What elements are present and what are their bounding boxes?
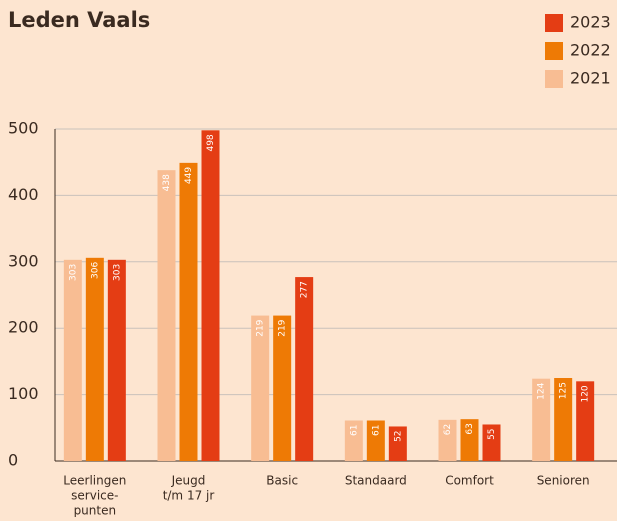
value-label: 449 [184,167,194,184]
value-label: 277 [300,281,310,298]
x-tick-label: punten [74,504,117,518]
y-tick-label: 500 [8,119,39,138]
value-label: 52 [393,430,403,441]
x-tick-label: Leerlingen [63,474,126,488]
value-label: 219 [278,319,288,336]
legend-swatch [545,70,563,88]
bar [251,315,270,461]
bar [438,419,457,461]
bar [157,170,176,461]
x-tick-label: Jeugd [171,474,206,488]
x-tick-label: Senioren [537,474,590,488]
value-label: 61 [349,424,359,435]
value-label: 55 [487,428,497,439]
x-tick-label: service- [71,489,118,503]
value-label: 306 [90,262,100,279]
bar [388,426,407,461]
y-tick-label: 0 [8,451,18,470]
legend-swatch [545,42,563,60]
bar [366,420,385,461]
value-label: 303 [112,264,122,281]
value-label: 124 [537,382,547,399]
bar [576,381,595,461]
legend-label: 2023 [570,13,611,32]
bar [532,378,551,461]
value-label: 125 [559,382,569,399]
value-label: 303 [68,264,78,281]
value-label: 120 [581,385,591,402]
value-label: 63 [465,423,475,434]
bar [85,257,104,461]
y-tick-label: 100 [8,384,39,403]
bar [344,420,363,461]
value-label: 61 [371,424,381,435]
legend-swatch [545,14,563,32]
x-tick-label: Basic [266,474,298,488]
x-tick-label: Standaard [345,474,407,488]
y-tick-label: 200 [8,318,39,337]
x-tick-label: Comfort [445,474,494,488]
legend-label: 2022 [570,41,611,60]
bar [179,162,198,461]
bar [554,378,573,461]
value-label: 498 [206,134,216,151]
legend-label: 2021 [570,69,611,88]
value-label: 62 [443,424,453,435]
bar [273,315,292,461]
bar [63,259,82,461]
bar [482,424,501,461]
value-label: 438 [162,174,172,191]
y-tick-label: 300 [8,251,39,270]
x-tick-label: t/m 17 jr [163,489,215,503]
bar [107,259,126,461]
value-label: 219 [256,319,266,336]
y-tick-label: 400 [8,185,39,204]
chart-title: Leden Vaals [8,8,150,32]
bar [460,419,479,461]
bar [201,130,220,461]
bar [295,277,314,461]
